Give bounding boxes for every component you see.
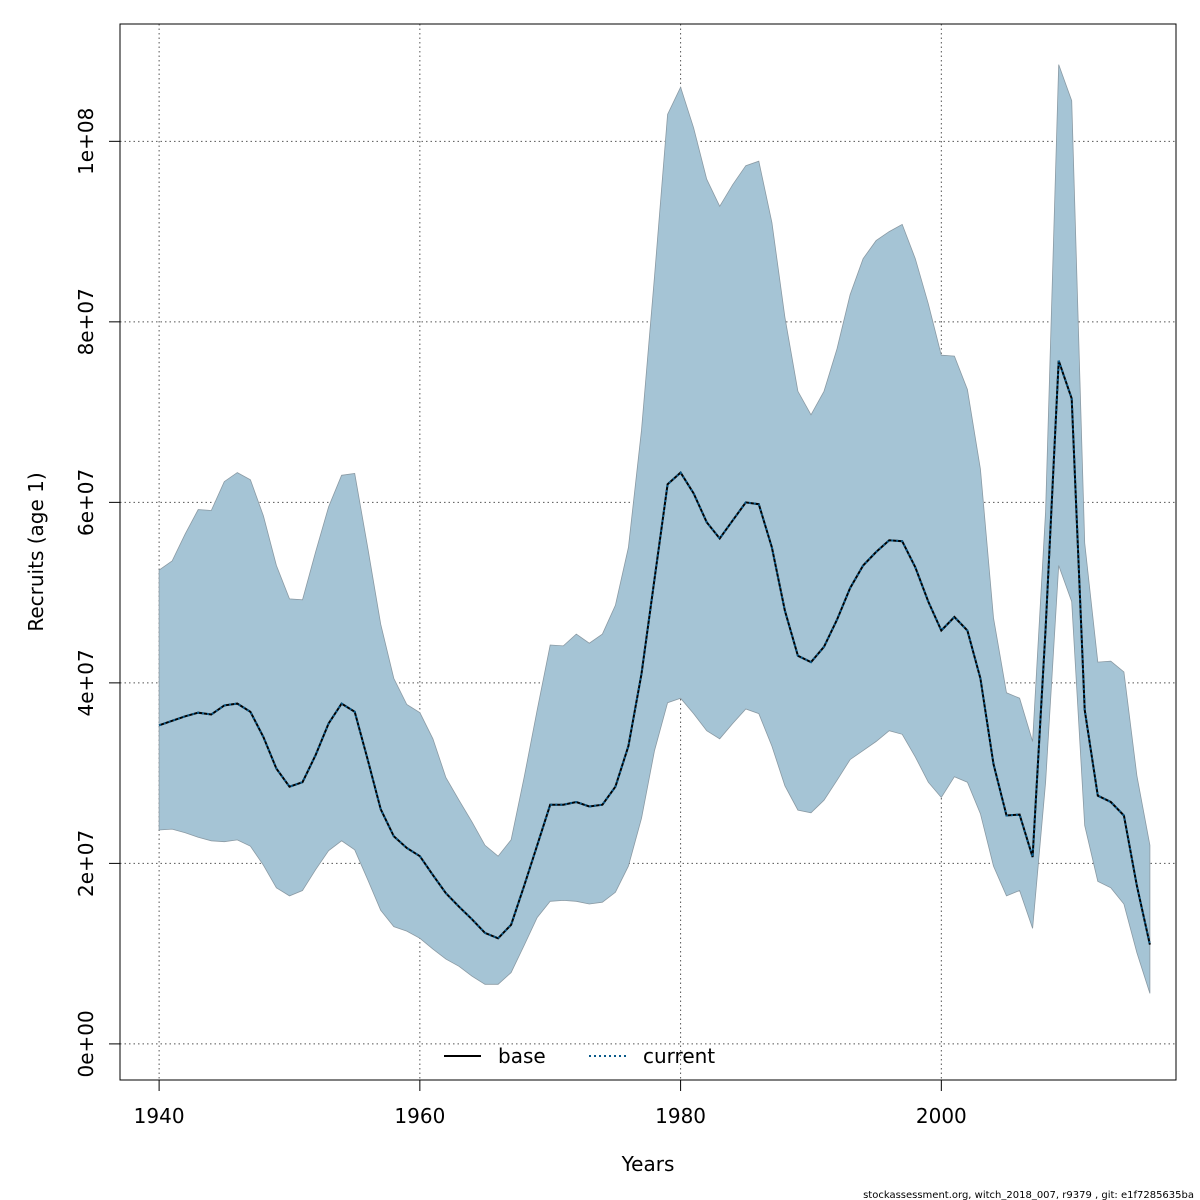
x-axis: 1940 1960 1980 2000 (134, 1079, 967, 1128)
series-line-current (158, 360, 1151, 945)
y-tick-label-4e+07: 4e+07 (74, 649, 98, 716)
y-tick-label-1e+08: 1e+08 (74, 108, 98, 175)
y-axis-title: Recruits (age 1) (24, 472, 48, 631)
y-axis: 0e+00 2e+07 4e+07 6e+07 8e+07 1e+08 (74, 108, 121, 1078)
x-tick-label-1980: 1980 (655, 1104, 706, 1128)
legend: base current (444, 1044, 715, 1068)
x-tick-label-1940: 1940 (134, 1104, 185, 1128)
legend-label-current: current (643, 1044, 715, 1068)
legend-label-base: base (498, 1044, 546, 1068)
y-tick-label-6e+07: 6e+07 (74, 469, 98, 536)
x-tick-label-2000: 2000 (916, 1104, 967, 1128)
y-tick-label-8e+07: 8e+07 (74, 288, 98, 355)
y-tick-label-2e+07: 2e+07 (74, 830, 98, 897)
x-tick-label-1960: 1960 (394, 1104, 445, 1128)
x-axis-title: Years (621, 1152, 675, 1176)
confidence-band (158, 64, 1151, 994)
y-tick-label-0e+00: 0e+00 (74, 1010, 98, 1077)
footer-credit: stockassessment.org, witch_2018_007, r93… (863, 1190, 1194, 1200)
